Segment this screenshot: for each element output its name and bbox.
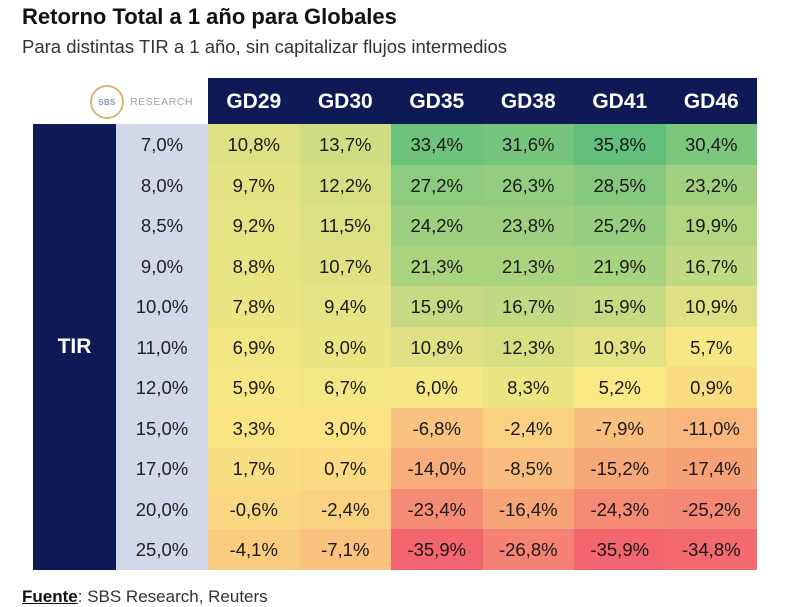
heatmap-cell: 15,9% [391,286,483,327]
sbs-research-logo: SBS RESEARCH [90,85,193,119]
heatmap-cell: 6,0% [391,367,483,408]
source-text: SBS Research, Reuters [82,587,268,606]
heatmap-cell: 33,4% [391,124,483,165]
column-header-gd29: GD29 [226,90,282,113]
heatmap-cell: 19,9% [665,205,757,246]
heatmap-cell: 12,3% [482,326,574,368]
row-label: 7,0% [140,134,184,155]
heatmap-cell: 26,3% [482,164,574,206]
heatmap-cell: -7,1% [299,529,391,570]
heatmap-cell: 7,8% [208,286,300,327]
heatmap-cell: 5,7% [665,326,757,368]
heatmap-cell: 0,9% [665,367,757,408]
heatmap-cell: 8,3% [482,367,574,408]
heatmap-cell: 9,4% [299,286,391,327]
column-header-gd35: GD35 [409,90,465,113]
heatmap-cell: 12,2% [299,164,391,206]
column-header-gd38: GD38 [500,90,556,113]
column-header-gd30: GD30 [317,90,373,113]
heatmap-cell: 6,7% [299,367,391,408]
heatmap-cell: 23,2% [665,164,757,206]
heatmap-cell: 5,2% [574,367,666,408]
heatmap-grid: 10,8% 13,7% 33,4% 31,6% 35,8% 30,4% 9,7% 12,2% 2… [208,124,757,570]
heatmap-cell: 8,0% [299,326,391,368]
heatmap-cell: -16,4% [482,488,574,530]
heatmap-cell: -24,3% [574,488,666,530]
heatmap-cell: -7,9% [574,407,666,449]
column-header-bar: GD29 GD30 GD35 GD38 GD41 GD46 [208,78,757,124]
heatmap-cell: 8,8% [208,245,300,287]
heatmap-cell: 10,9% [665,286,757,327]
source-separator: : [77,587,83,606]
heatmap-cell: 15,9% [574,286,666,327]
heatmap-cell: 35,8% [574,124,666,165]
heatmap-cell: -14,0% [391,448,483,489]
heatmap-cell: 9,7% [208,164,300,206]
chart-title: Retorno Total a 1 año para Globales [22,4,397,29]
heatmap-cell: 21,9% [574,245,666,287]
heatmap-cell: 27,2% [391,164,483,206]
heatmap-cell: 9,2% [208,205,300,246]
heatmap-cell: -35,9% [574,529,666,570]
row-label: 20,0% [135,498,189,520]
sbs-logo-mark: SBS [90,85,124,119]
row-label: 9,0% [140,255,184,277]
heatmap-cell: -2,4% [482,407,574,449]
row-label: 8,0% [140,174,184,196]
heatmap-cell: -15,2% [574,448,666,489]
row-label-column: 7,0% 8,0% 8,5% 9,0% 10,0% 11,0% 12,0% 15,0% 17,0… [116,124,208,570]
heatmap-cell: 30,4% [665,124,757,165]
source-label: Fuente [22,587,78,606]
heatmap-cell: -6,8% [391,407,483,449]
heatmap-cell: 6,9% [208,326,300,368]
column-header-gd41: GD41 [592,90,648,113]
row-axis-label: TIR [33,124,116,570]
heatmap-cell: -17,4% [665,448,757,489]
heatmap-cell: 1,7% [208,448,300,489]
heatmap-cell: -35,9% [391,529,483,570]
heatmap-cell: -23,4% [391,488,483,530]
chart-subtitle: Para distintas TIR a 1 año, sin capitali… [22,36,508,57]
row-label: 15,0% [135,417,189,439]
heatmap-cell: -0,6% [208,488,300,530]
heatmap-cell: 11,5% [299,205,391,246]
heatmap-cell: -2,4% [299,488,391,530]
logo-text: RESEARCH [130,96,194,108]
heatmap-cell: 10,8% [391,326,483,368]
heatmap-cell: -11,0% [665,407,757,449]
heatmap-cell: 5,9% [208,367,300,408]
heatmap-cell: 25,2% [574,205,666,246]
heatmap-cell: 3,3% [208,407,300,449]
heatmap-cell: 21,3% [391,245,483,287]
row-label: 25,0% [135,539,189,561]
heatmap-cell: -26,8% [482,529,574,570]
heatmap-cell: 10,3% [574,326,666,368]
heatmap-cell: -8,5% [482,448,574,489]
heatmap-cell: 23,8% [482,205,574,246]
row-label: 8,5% [140,215,184,237]
row-label: 12,0% [135,377,189,399]
row-label: 17,0% [135,458,189,480]
row-label: 10,0% [135,296,189,318]
heatmap-cell: 13,7% [299,124,391,165]
heatmap-cell: 3,0% [299,407,391,449]
heatmap-cell: 16,7% [665,245,757,287]
heatmap-cell: 21,3% [482,245,574,287]
heatmap-cell: 10,8% [208,124,300,165]
column-header-gd46: GD46 [683,90,739,113]
heatmap-cell: -4,1% [208,529,300,570]
heatmap-cell: 31,6% [482,124,574,165]
heatmap-cell: -34,8% [665,529,757,570]
heatmap-cell: -25,2% [665,488,757,530]
source-note: Fuente: SBS Research, Reuters [22,587,268,607]
row-label: 11,0% [136,336,188,358]
heatmap-cell: 24,2% [391,205,483,246]
heatmap-cell: 16,7% [482,286,574,327]
heatmap-cell: 10,7% [299,245,391,287]
heatmap-cell: 0,7% [299,448,391,489]
heatmap-cell: 28,5% [574,164,666,206]
